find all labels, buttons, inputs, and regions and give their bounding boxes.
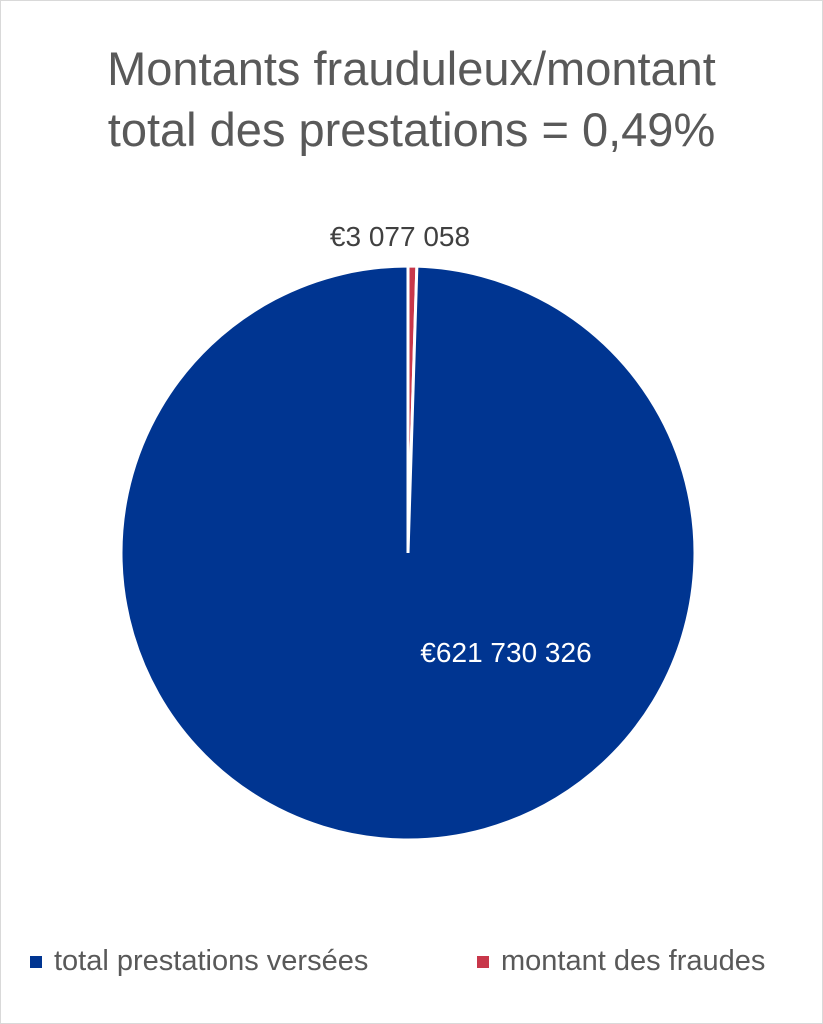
legend-label-total-prestations: total prestations versées (54, 945, 369, 977)
chart-title: Montants frauduleux/montant total des pr… (0, 38, 823, 160)
pie-slices (119, 264, 697, 842)
chart-title-line-1: Montants frauduleux/montant (107, 42, 716, 95)
pie-data-labels: €3 077 058 €621 730 326 (330, 221, 592, 668)
chart-title-line-2: total des prestations = 0,49% (107, 103, 716, 156)
legend-label-montant-fraudes: montant des fraudes (501, 945, 766, 977)
data-label-montant-fraudes: €3 077 058 (330, 221, 470, 252)
chart-legend: total prestations versées montant des fr… (0, 945, 823, 985)
legend-swatch-montant-fraudes (477, 955, 489, 968)
legend-item-total-prestations: total prestations versées (30, 945, 368, 978)
pie-slice-total-prestations (119, 264, 697, 842)
legend-swatch-total-prestations (30, 955, 42, 968)
data-label-total-prestations: €621 730 326 (420, 637, 591, 668)
legend-item-montant-fraudes: montant des fraudes (477, 945, 765, 978)
